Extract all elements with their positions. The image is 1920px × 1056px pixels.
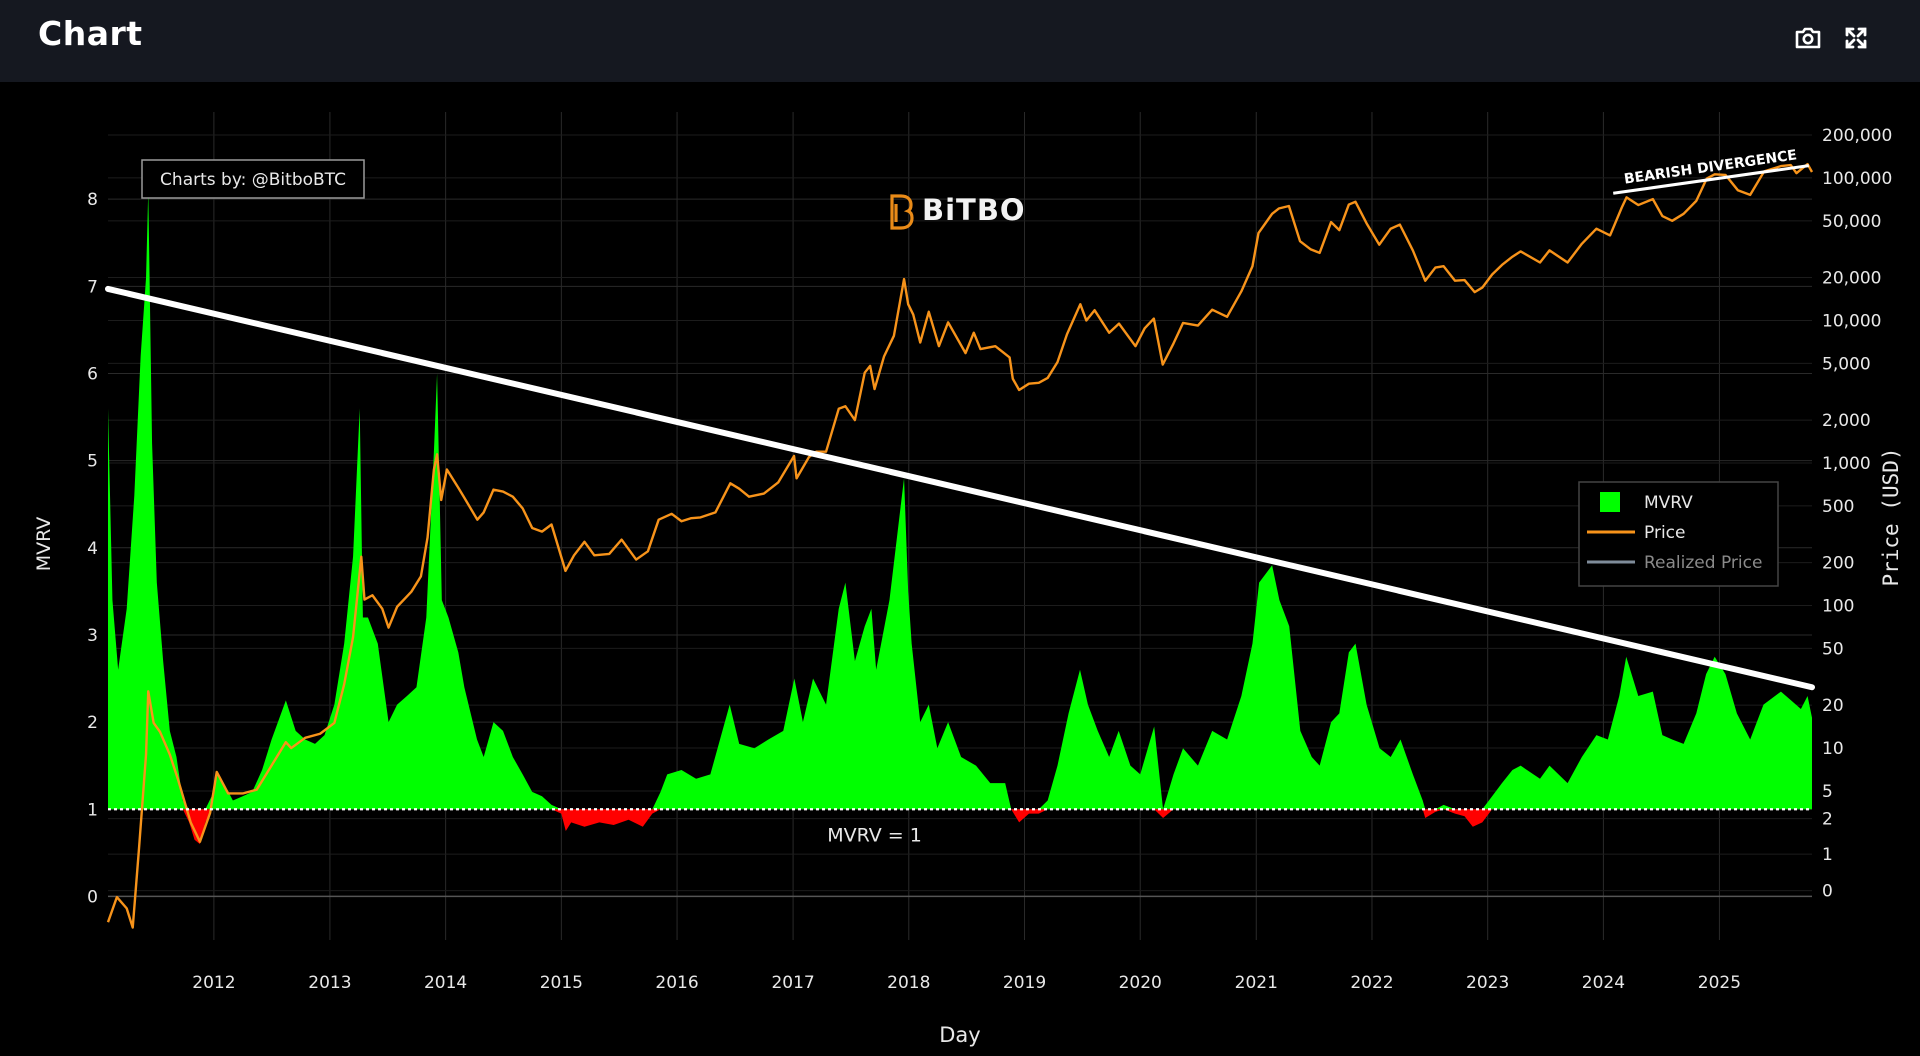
x-tick-label: 2021 <box>1235 973 1278 993</box>
x-tick-label: 2024 <box>1582 973 1625 993</box>
y-right-axis-ticks: 0 1 2 5 10 20 50 100 200 500 1,000 2,000 5,000 10,000… <box>1822 126 1892 902</box>
x-tick-label: 2016 <box>655 973 698 993</box>
y-left-tick-label: 2 <box>87 713 98 733</box>
y-right-tick-label: 10 <box>1822 739 1844 759</box>
x-axis-title: Day <box>939 1023 980 1047</box>
trendline <box>105 285 1815 691</box>
x-tick-label: 2025 <box>1698 973 1741 993</box>
camera-icon <box>1795 27 1821 49</box>
y-left-axis-ticks: 0 1 2 3 4 5 6 7 8 <box>87 190 98 907</box>
x-tick-label: 2013 <box>308 973 351 993</box>
x-tick-label: 2018 <box>887 973 930 993</box>
y-left-tick-label: 1 <box>87 800 98 820</box>
price-line-series <box>106 162 1814 929</box>
legend-swatch-mvrv <box>1600 492 1620 512</box>
y-right-tick-label: 1 <box>1822 845 1833 865</box>
screenshot-button[interactable] <box>1788 18 1828 58</box>
fullscreen-button[interactable] <box>1836 18 1876 58</box>
y-right-tick-label: 100,000 <box>1822 169 1892 189</box>
y-right-tick-label: 10,000 <box>1822 311 1881 331</box>
mvrv-area-series <box>108 190 1812 845</box>
x-tick-label: 2023 <box>1466 973 1509 993</box>
credit-box: Charts by: @BitboBTC <box>141 159 365 199</box>
y-right-tick-label: 20 <box>1822 696 1844 716</box>
mvrv-one-label: MVRV = 1 <box>827 824 922 846</box>
y-left-tick-label: 7 <box>87 277 98 297</box>
y-left-tick-label: 0 <box>87 887 98 907</box>
y-right-tick-label: 5 <box>1822 782 1833 802</box>
y-right-tick-label: 1,000 <box>1822 454 1871 474</box>
x-tick-label: 2012 <box>192 973 235 993</box>
credit-text: Charts by: @BitboBTC <box>160 170 346 190</box>
legend-label: MVRV <box>1644 493 1693 513</box>
y-left-axis-title: MVRV <box>33 517 55 572</box>
bitbo-logo <box>890 194 914 230</box>
y-left-tick-label: 5 <box>87 452 98 472</box>
expand-icon <box>1845 27 1867 49</box>
grid <box>108 112 1812 940</box>
x-tick-label: 2014 <box>424 973 467 993</box>
y-right-tick-label: 2 <box>1822 810 1833 830</box>
y-right-tick-label: 50 <box>1822 639 1844 659</box>
chart-header: Chart <box>0 0 1920 82</box>
y-right-tick-label: 200 <box>1822 554 1854 574</box>
mvrv-above-one-area <box>108 190 1812 810</box>
y-left-tick-label: 6 <box>87 364 98 384</box>
y-left-tick-label: 3 <box>87 626 98 646</box>
price-line <box>106 162 1814 929</box>
y-left-tick-label: 8 <box>87 190 98 210</box>
legend-label: Realized Price <box>1644 553 1762 573</box>
y-right-tick-label: 100 <box>1822 597 1854 617</box>
y-right-tick-label: 500 <box>1822 497 1854 517</box>
x-tick-label: 2022 <box>1350 973 1393 993</box>
x-tick-label: 2020 <box>1119 973 1162 993</box>
y-left-tick-label: 4 <box>87 539 98 559</box>
page-title: Chart <box>38 14 143 53</box>
mvrv-chart: MVRV = 1 BEARISH DIVERGENCE 2012 2013 2014… <box>33 112 1903 1047</box>
y-right-tick-label: 5,000 <box>1822 354 1871 374</box>
x-tick-label: 2019 <box>1003 973 1046 993</box>
watermark-text: BiTBO <box>922 193 1026 227</box>
divergence-line <box>1613 164 1810 195</box>
y-right-tick-label: 2,000 <box>1822 411 1871 431</box>
y-right-tick-label: 50,000 <box>1822 212 1881 232</box>
x-axis-ticks: 2012 2013 2014 2015 2016 2017 2018 2019 2020 2021… <box>192 973 1741 993</box>
y-right-tick-label: 20,000 <box>1822 269 1881 289</box>
x-tick-label: 2015 <box>540 973 583 993</box>
y-right-axis-title: Price (USD) <box>1879 447 1903 586</box>
mvrv-below-one-area <box>108 809 1812 845</box>
legend-label: Price <box>1644 523 1685 543</box>
y-right-tick-label: 200,000 <box>1822 126 1892 146</box>
bearish-divergence-label: BEARISH DIVERGENCE <box>1623 147 1798 187</box>
legend: MVRV Price Realized Price <box>1578 481 1779 587</box>
x-tick-label: 2017 <box>771 973 814 993</box>
watermark: BiTBO <box>890 193 1026 230</box>
y-right-tick-label: 0 <box>1822 882 1833 902</box>
